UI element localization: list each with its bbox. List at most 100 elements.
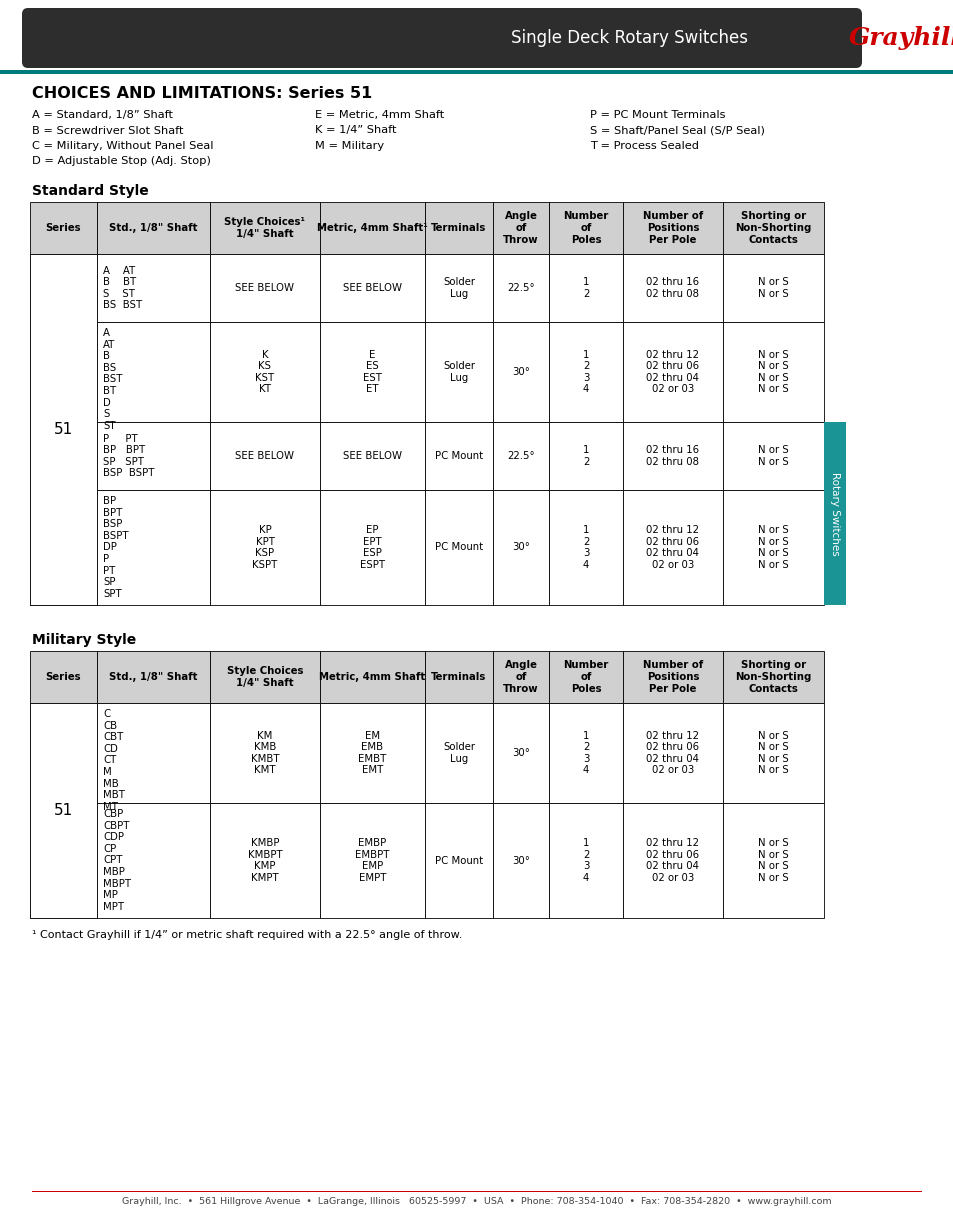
- Text: N or S
N or S: N or S N or S: [758, 277, 788, 299]
- Text: 02 thru 12
02 thru 06
02 thru 04
02 or 03: 02 thru 12 02 thru 06 02 thru 04 02 or 0…: [646, 838, 699, 883]
- Text: 51: 51: [53, 803, 73, 818]
- Bar: [30, 201, 97, 254]
- Bar: [493, 254, 548, 322]
- Bar: [823, 422, 845, 604]
- Text: Shorting or
Non-Shorting
Contacts: Shorting or Non-Shorting Contacts: [735, 661, 811, 694]
- Text: EP
EPT
ESP
ESPT: EP EPT ESP ESPT: [359, 525, 385, 570]
- Bar: [548, 201, 622, 254]
- Bar: [722, 201, 823, 254]
- Bar: [30, 490, 97, 604]
- Text: 02 thru 12
02 thru 06
02 thru 04
02 or 03: 02 thru 12 02 thru 06 02 thru 04 02 or 0…: [646, 349, 699, 394]
- Bar: [622, 254, 722, 322]
- Bar: [319, 803, 424, 918]
- Text: 1
2
3
4: 1 2 3 4: [582, 525, 589, 570]
- Bar: [319, 322, 424, 422]
- Text: Series: Series: [46, 223, 81, 233]
- Bar: [722, 651, 823, 703]
- Text: PC Mount: PC Mount: [435, 451, 482, 462]
- Bar: [319, 651, 424, 703]
- Bar: [493, 651, 548, 703]
- Text: 1
2
3
4: 1 2 3 4: [582, 730, 589, 775]
- Bar: [30, 422, 97, 490]
- Text: 30°: 30°: [512, 748, 529, 758]
- Text: SEE BELOW: SEE BELOW: [343, 451, 401, 462]
- Text: N or S
N or S
N or S
N or S: N or S N or S N or S N or S: [758, 838, 788, 883]
- Text: P = PC Mount Terminals: P = PC Mount Terminals: [589, 110, 724, 120]
- Text: Number of
Positions
Per Pole: Number of Positions Per Pole: [642, 211, 702, 244]
- Text: Style Choices
1/4" Shaft: Style Choices 1/4" Shaft: [227, 667, 303, 687]
- Bar: [424, 422, 493, 490]
- Bar: [319, 201, 424, 254]
- Text: T = Process Sealed: T = Process Sealed: [589, 140, 699, 151]
- Text: SEE BELOW: SEE BELOW: [343, 283, 401, 293]
- Text: N or S
N or S
N or S
N or S: N or S N or S N or S N or S: [758, 349, 788, 394]
- Bar: [319, 422, 424, 490]
- Text: 30°: 30°: [512, 542, 529, 552]
- Text: ¹ Contact Grayhill if 1/4” or metric shaft required with a 22.5° angle of throw.: ¹ Contact Grayhill if 1/4” or metric sha…: [32, 930, 462, 940]
- Bar: [30, 803, 97, 918]
- Bar: [548, 422, 622, 490]
- Text: 1
2
3
4: 1 2 3 4: [582, 349, 589, 394]
- Bar: [493, 490, 548, 604]
- Bar: [493, 422, 548, 490]
- Bar: [319, 254, 424, 322]
- Text: CHOICES AND LIMITATIONS: Series 51: CHOICES AND LIMITATIONS: Series 51: [32, 85, 372, 101]
- Text: EMBP
EMBPT
EMP
EMPT: EMBP EMBPT EMP EMPT: [355, 838, 389, 883]
- Text: Angle
of
Throw: Angle of Throw: [502, 661, 538, 694]
- Text: 22.5°: 22.5°: [507, 451, 535, 462]
- Bar: [210, 422, 319, 490]
- Bar: [548, 703, 622, 803]
- Bar: [622, 201, 722, 254]
- Text: Military Style: Military Style: [32, 632, 136, 647]
- Text: C = Military, Without Panel Seal: C = Military, Without Panel Seal: [32, 140, 213, 151]
- Bar: [622, 651, 722, 703]
- Text: 1
2
3
4: 1 2 3 4: [582, 838, 589, 883]
- Text: KMBP
KMBPT
KMP
KMPT: KMBP KMBPT KMP KMPT: [248, 838, 282, 883]
- Text: Rotary Switches: Rotary Switches: [829, 471, 840, 556]
- Text: S = Shaft/Panel Seal (S/P Seal): S = Shaft/Panel Seal (S/P Seal): [589, 126, 764, 136]
- Bar: [622, 490, 722, 604]
- Text: 02 thru 16
02 thru 08: 02 thru 16 02 thru 08: [646, 446, 699, 466]
- Text: Grayhill, Inc.  •  561 Hillgrove Avenue  •  LaGrange, Illinois   60525-5997  •  : Grayhill, Inc. • 561 Hillgrove Avenue • …: [122, 1197, 831, 1206]
- Text: KM
KMB
KMBT
KMT: KM KMB KMBT KMT: [251, 730, 279, 775]
- Bar: [319, 490, 424, 604]
- Text: Solder
Lug: Solder Lug: [442, 277, 475, 299]
- FancyBboxPatch shape: [22, 9, 862, 68]
- Text: KP
KPT
KSP
KSPT: KP KPT KSP KSPT: [253, 525, 277, 570]
- Text: B = Screwdriver Slot Shaft: B = Screwdriver Slot Shaft: [32, 126, 183, 136]
- Text: A    AT
B    BT
S    ST
BS  BST: A AT B BT S ST BS BST: [103, 266, 142, 310]
- Bar: [97, 201, 210, 254]
- Text: Terminals: Terminals: [431, 672, 486, 683]
- Text: A = Standard, 1/8” Shaft: A = Standard, 1/8” Shaft: [32, 110, 172, 120]
- Text: Number
of
Poles: Number of Poles: [562, 211, 608, 244]
- Text: Terminals: Terminals: [431, 223, 486, 233]
- Bar: [722, 422, 823, 490]
- Text: Number
of
Poles: Number of Poles: [562, 661, 608, 694]
- Text: Standard Style: Standard Style: [32, 184, 149, 198]
- Text: 02 thru 16
02 thru 08: 02 thru 16 02 thru 08: [646, 277, 699, 299]
- Text: P     PT
BP   BPT
SP   SPT
BSP  BSPT: P PT BP BPT SP SPT BSP BSPT: [103, 433, 154, 479]
- Text: N or S
N or S: N or S N or S: [758, 446, 788, 466]
- Text: Std., 1/8" Shaft: Std., 1/8" Shaft: [110, 672, 197, 683]
- Text: CBP
CBPT
CDP
CP
CPT
MBP
MBPT
MP
MPT: CBP CBPT CDP CP CPT MBP MBPT MP MPT: [103, 810, 131, 912]
- Text: 30°: 30°: [512, 856, 529, 866]
- Bar: [493, 703, 548, 803]
- Bar: [30, 254, 97, 604]
- Bar: [97, 322, 210, 422]
- Bar: [548, 254, 622, 322]
- Bar: [30, 254, 97, 322]
- Text: N or S
N or S
N or S
N or S: N or S N or S N or S N or S: [758, 525, 788, 570]
- Text: N or S
N or S
N or S
N or S: N or S N or S N or S N or S: [758, 730, 788, 775]
- Bar: [97, 703, 210, 803]
- Text: 22.5°: 22.5°: [507, 283, 535, 293]
- Bar: [0, 70, 953, 73]
- Bar: [30, 703, 97, 918]
- Bar: [722, 703, 823, 803]
- Bar: [424, 703, 493, 803]
- Text: 30°: 30°: [512, 368, 529, 377]
- Text: 02 thru 12
02 thru 06
02 thru 04
02 or 03: 02 thru 12 02 thru 06 02 thru 04 02 or 0…: [646, 525, 699, 570]
- Text: SEE BELOW: SEE BELOW: [235, 451, 294, 462]
- Bar: [622, 322, 722, 422]
- Bar: [97, 254, 210, 322]
- Bar: [30, 651, 97, 703]
